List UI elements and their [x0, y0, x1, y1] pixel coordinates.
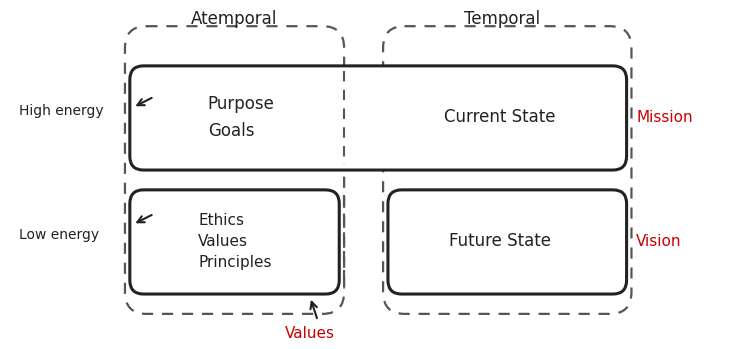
- Text: Atemporal: Atemporal: [191, 10, 278, 28]
- Text: Vision: Vision: [636, 234, 682, 249]
- Text: Ethics
Values
Principles: Ethics Values Principles: [198, 213, 272, 270]
- FancyBboxPatch shape: [130, 66, 627, 170]
- FancyBboxPatch shape: [388, 190, 627, 294]
- Text: Values: Values: [285, 326, 335, 341]
- Text: Mission: Mission: [636, 110, 693, 125]
- Text: Future State: Future State: [449, 232, 551, 251]
- Text: Low energy: Low energy: [18, 228, 98, 242]
- Text: Current State: Current State: [444, 109, 556, 126]
- FancyBboxPatch shape: [130, 190, 339, 294]
- Text: Purpose
Goals: Purpose Goals: [208, 95, 275, 140]
- Text: Temporal: Temporal: [464, 10, 540, 28]
- Text: High energy: High energy: [19, 104, 104, 118]
